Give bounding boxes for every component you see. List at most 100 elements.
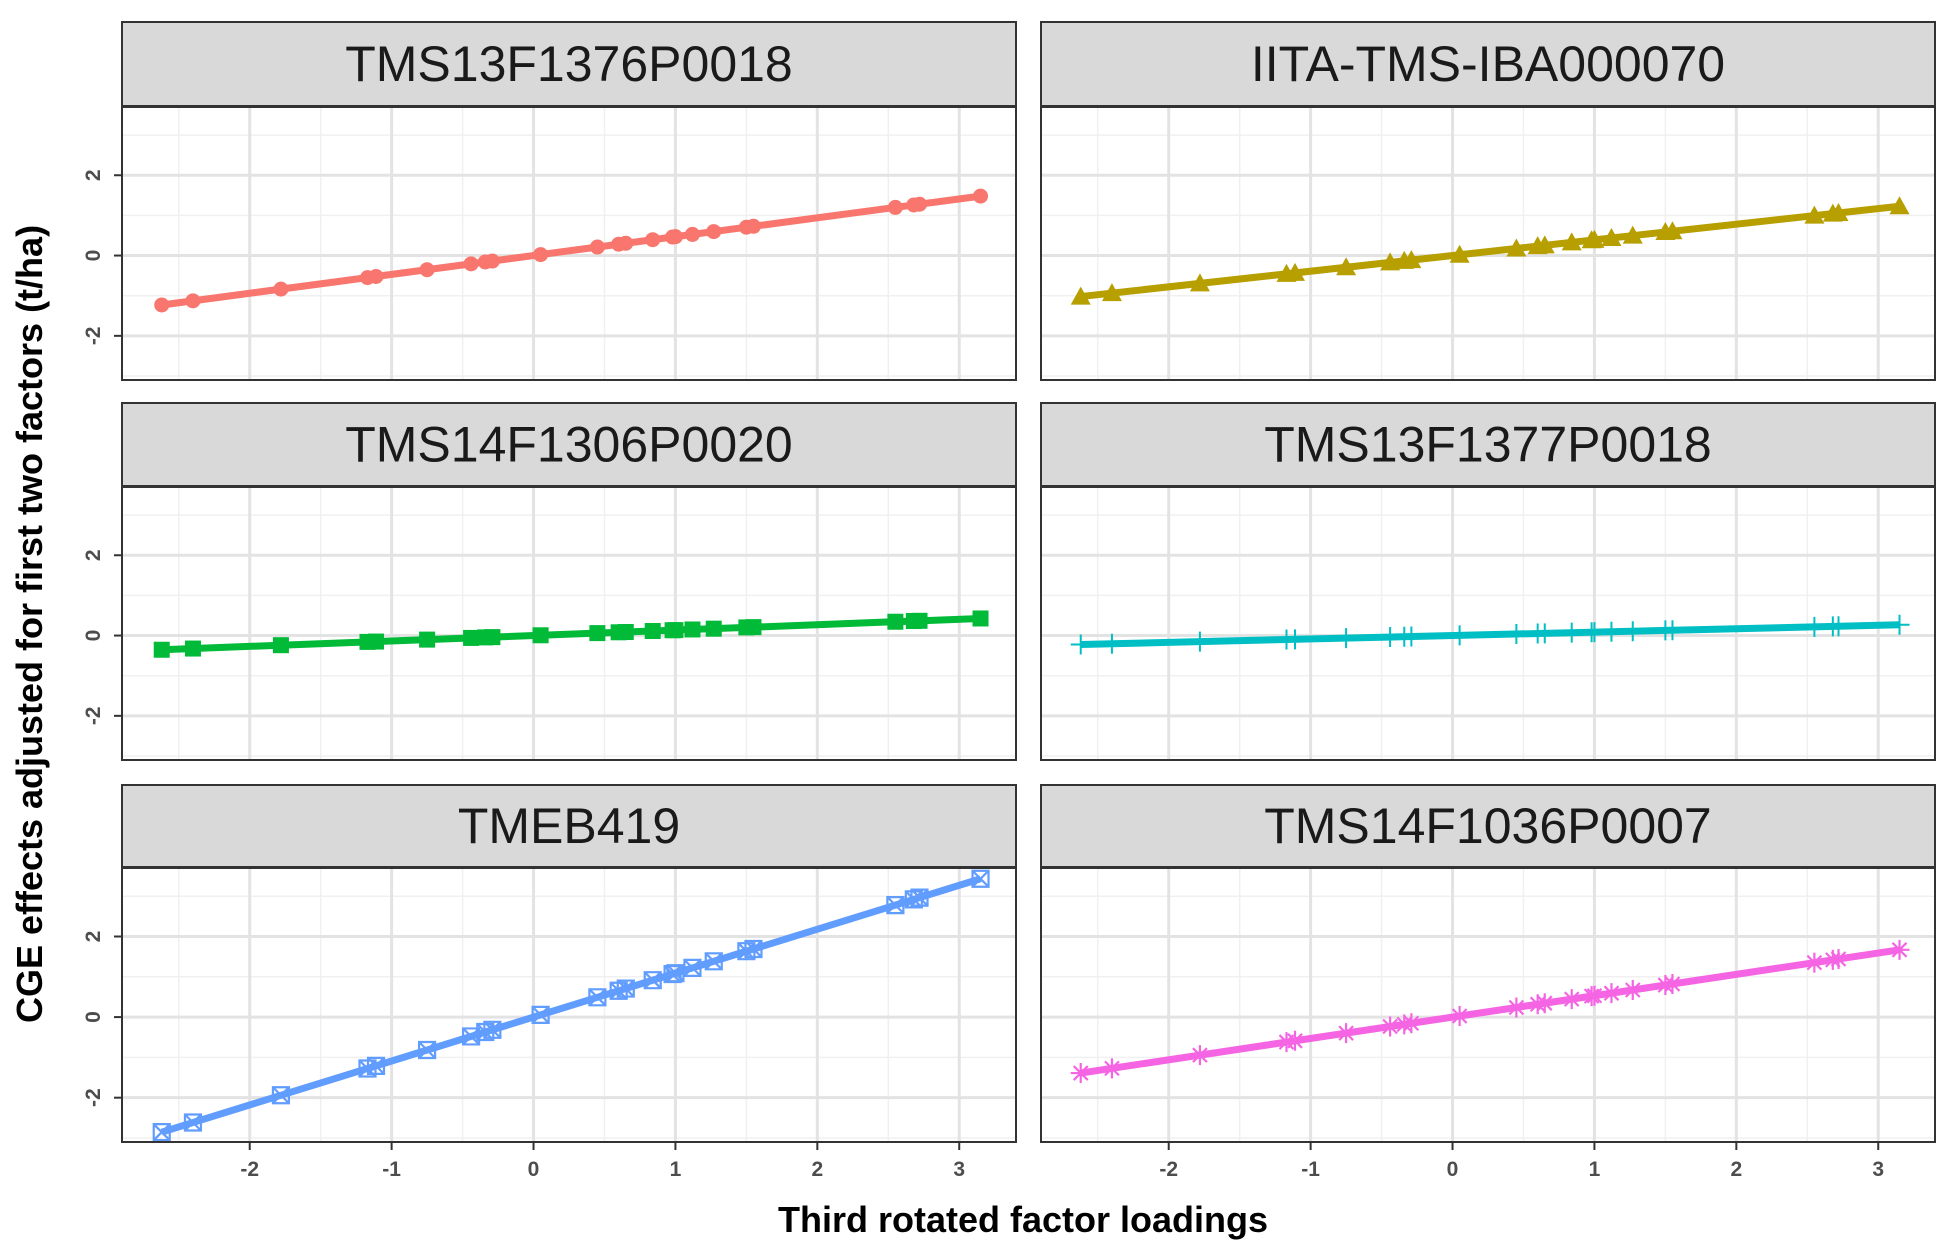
data-point-3 <box>1189 1045 1210 1066</box>
data-point-18 <box>1622 979 1643 1000</box>
y-tick-label: 2 <box>82 169 105 181</box>
data-point-1 <box>152 1123 171 1142</box>
data-point-7 <box>1380 252 1401 271</box>
data-point-23 <box>912 196 928 212</box>
data-point-11 <box>589 625 606 642</box>
data-point-17 <box>684 621 701 638</box>
panel-background <box>122 107 1016 380</box>
data-point-13 <box>618 235 634 251</box>
x-tick-label: -2 <box>240 1158 259 1181</box>
data-point-2 <box>1101 633 1122 654</box>
data-point-6 <box>1336 1023 1357 1044</box>
series-line <box>161 192 981 309</box>
data-point-16 <box>667 229 683 245</box>
series-line <box>160 875 982 1136</box>
data-point-24 <box>1889 614 1910 635</box>
y-tick-label: -2 <box>82 706 105 725</box>
data-point-9 <box>483 1020 502 1039</box>
data-point-5 <box>1285 629 1306 650</box>
data-point-5 <box>1285 262 1306 281</box>
y-tick-label: 0 <box>82 1011 105 1023</box>
facet-strip <box>1040 784 1936 868</box>
x-axis-title: Third rotated factor loadings <box>778 1199 1268 1240</box>
data-point-14 <box>1561 989 1582 1010</box>
panel-grid: TMS13F1376P0018 -2 0 2 IITA-TMS-IBA000070 TMS… <box>82 21 1936 1181</box>
data-point-10 <box>531 1005 550 1024</box>
data-point-16 <box>1584 229 1605 248</box>
panel-border <box>1040 106 1936 381</box>
data-point-10 <box>1449 1006 1470 1027</box>
x-tick-label: 3 <box>1872 1158 1884 1181</box>
data-point-1 <box>1070 1063 1091 1084</box>
data-point-14 <box>645 232 661 248</box>
facet-strip-label: TMS13F1377P0018 <box>1264 417 1712 473</box>
data-point-7 <box>463 256 479 272</box>
data-point-24 <box>973 188 989 204</box>
data-point-16 <box>666 964 685 983</box>
data-point-1 <box>1070 286 1091 305</box>
data-point-10 <box>533 247 549 263</box>
data-point-10 <box>1449 625 1470 646</box>
data-point-16 <box>1584 985 1605 1006</box>
data-point-9 <box>1401 626 1422 647</box>
series-line <box>1080 202 1900 301</box>
data-point-7 <box>463 629 480 646</box>
data-point-4 <box>1276 1032 1297 1053</box>
x-tick-label: 0 <box>528 1158 540 1181</box>
data-point-14 <box>644 622 661 639</box>
data-point-6 <box>1336 257 1357 276</box>
data-point-3 <box>1189 631 1210 652</box>
data-point-20 <box>745 619 762 636</box>
data-point-24 <box>972 610 989 627</box>
data-point-16 <box>1584 622 1605 643</box>
data-point-23 <box>910 888 929 907</box>
x-tick-label: 2 <box>1730 1158 1742 1181</box>
data-point-17 <box>1601 228 1622 247</box>
data-point-3 <box>273 281 289 297</box>
panel-border <box>121 867 1017 1143</box>
x-tick-label: 3 <box>953 1158 965 1181</box>
data-point-21 <box>887 613 904 630</box>
y-tick-label: 0 <box>82 630 105 642</box>
data-point-13 <box>616 979 635 998</box>
data-point-9 <box>1401 250 1422 269</box>
data-point-7 <box>1380 1016 1401 1037</box>
data-point-17 <box>1601 983 1622 1004</box>
data-point-18 <box>704 952 723 971</box>
data-point-18 <box>1622 225 1643 244</box>
data-point-20 <box>1662 973 1683 994</box>
data-point-1 <box>153 641 170 658</box>
x-tick-label: 1 <box>1589 1158 1601 1181</box>
data-point-14 <box>1561 622 1582 643</box>
panel-border <box>1040 867 1936 1143</box>
x-tick-label: -2 <box>1159 1158 1178 1181</box>
data-point-1 <box>1070 634 1091 655</box>
data-point-3 <box>1189 273 1210 292</box>
data-point-20 <box>744 939 763 959</box>
data-point-14 <box>1561 232 1582 251</box>
data-point-6 <box>419 262 435 278</box>
data-point-2 <box>184 640 201 657</box>
y-axis-title: CGE effects adjusted for first two facto… <box>9 225 50 1023</box>
panel-border <box>1040 486 1936 761</box>
data-point-6 <box>419 631 436 648</box>
data-point-14 <box>643 971 662 990</box>
panel-4: TMS13F1377P0018 <box>1040 402 1936 761</box>
facet-strip-label: IITA-TMS-IBA000070 <box>1251 36 1725 92</box>
x-tick-label: 2 <box>811 1158 823 1181</box>
facet-strip <box>121 21 1017 107</box>
data-point-10 <box>532 627 549 644</box>
y-tick-label: 2 <box>82 549 105 561</box>
data-point-13 <box>1534 623 1555 644</box>
data-point-13 <box>617 624 634 641</box>
data-point-2 <box>1101 1058 1122 1079</box>
data-point-23 <box>911 612 928 629</box>
data-point-5 <box>368 268 384 284</box>
data-point-2 <box>1101 283 1122 302</box>
facet-strip-label: TMEB419 <box>458 798 680 854</box>
data-point-24 <box>971 869 990 888</box>
data-point-23 <box>1828 616 1849 637</box>
panel-border <box>121 106 1017 381</box>
data-point-6 <box>1336 628 1357 649</box>
data-point-21 <box>1804 205 1825 224</box>
